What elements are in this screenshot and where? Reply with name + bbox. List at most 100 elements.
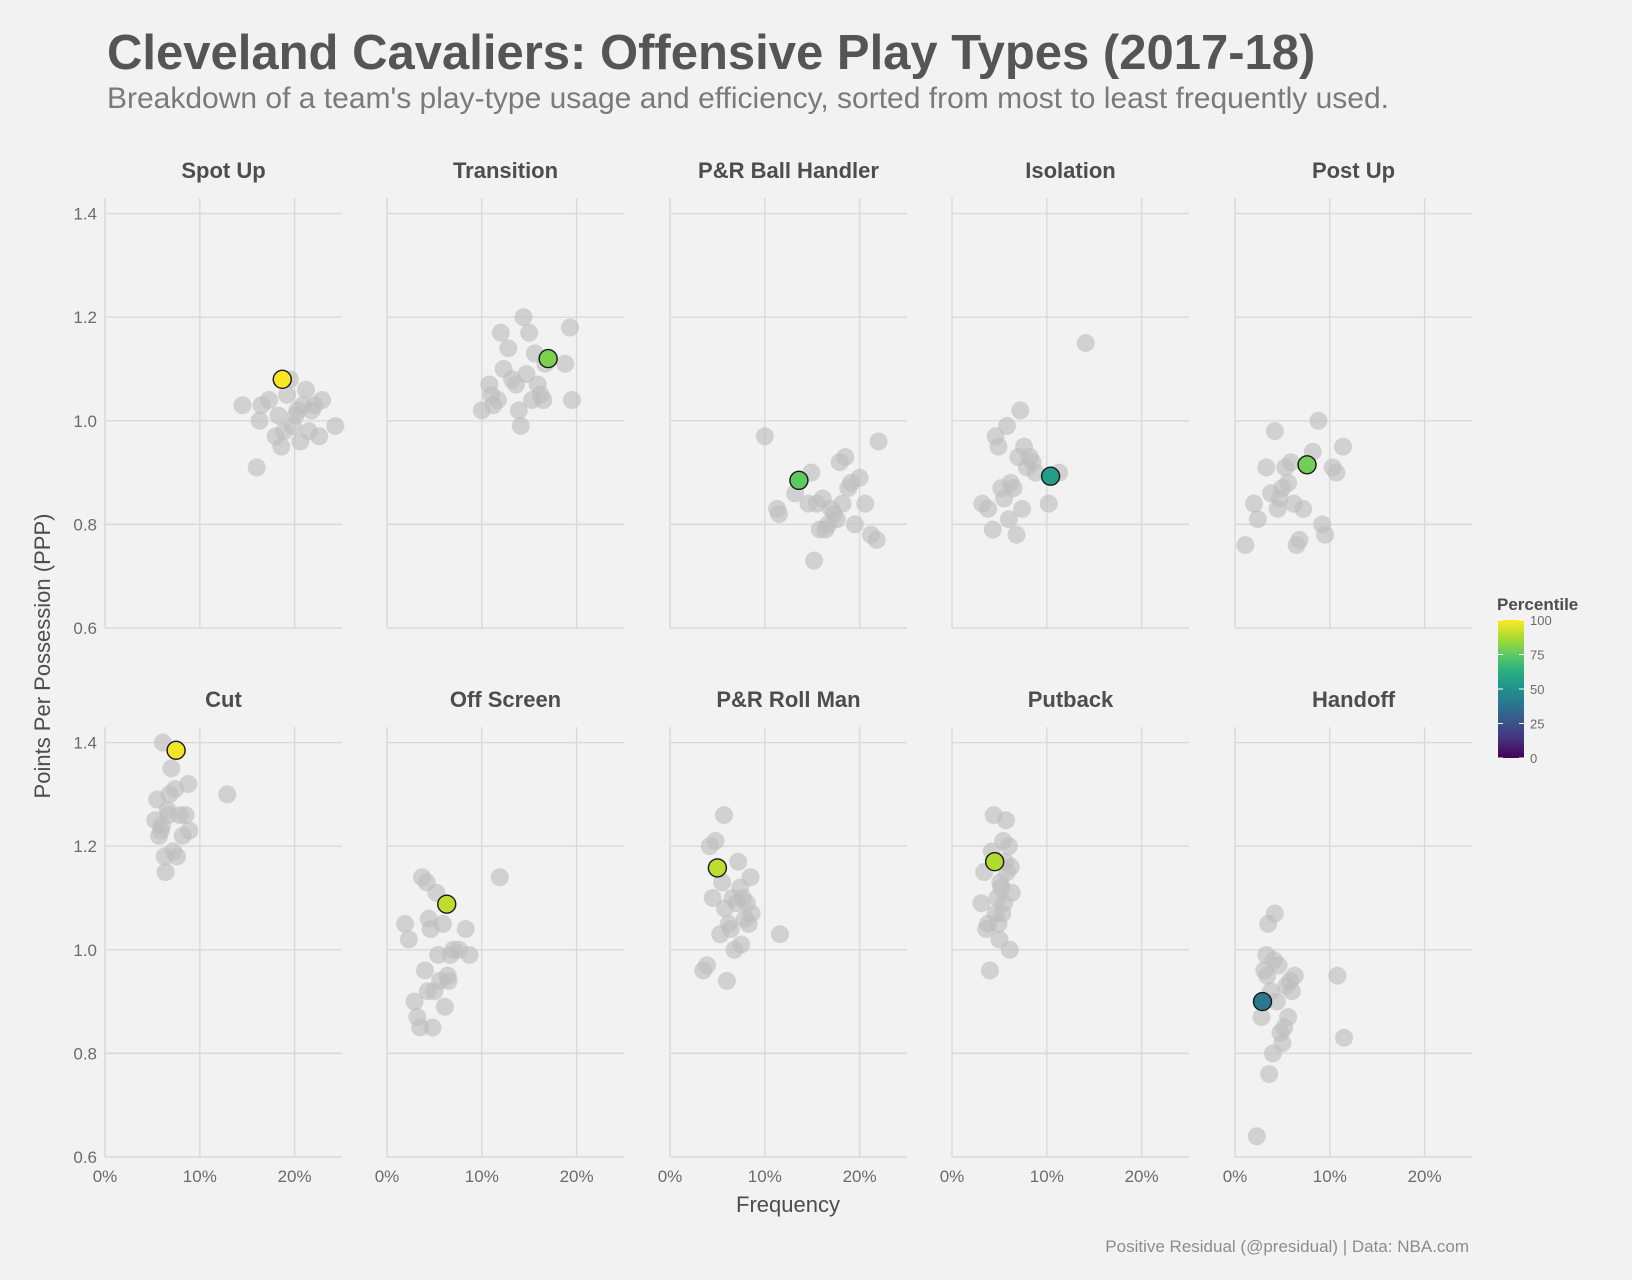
scatter-point-other-team <box>1013 499 1032 518</box>
scatter-point-other-team <box>296 380 315 399</box>
scatter-point-other-team <box>1007 525 1026 544</box>
scatter-point-other-team <box>980 961 999 980</box>
scatter-point-other-team <box>715 806 734 825</box>
scatter-point-other-team <box>1267 992 1286 1011</box>
scatter-point-other-team <box>741 868 760 887</box>
scatter-point-other-team <box>1076 334 1095 353</box>
legend-tick-label: 0 <box>1530 751 1537 766</box>
scatter-point-other-team <box>179 774 198 793</box>
scatter-point-other-team <box>180 821 199 840</box>
scatter-point-cavaliers <box>166 740 186 761</box>
x-tick-label: 10% <box>183 1167 217 1186</box>
x-tick-label: 0% <box>93 1167 118 1186</box>
scatter-point-other-team <box>176 806 195 825</box>
scatter-point-other-team <box>310 427 329 446</box>
scatter-point-cavaliers <box>707 858 728 878</box>
scatter-point-other-team <box>1294 499 1313 518</box>
panel-title: Putback <box>1028 687 1114 712</box>
scatter-point-other-team <box>488 391 507 410</box>
panel: P&R Roll Man 0% 10% 20% <box>658 687 907 1186</box>
scatter-point-other-team <box>1335 1028 1354 1047</box>
scatter-point-other-team <box>697 956 716 975</box>
scatter-point-other-team <box>1039 494 1058 513</box>
y-tick-label: 1.4 <box>73 734 97 753</box>
scatter-point-other-team <box>972 894 991 913</box>
scatter-point-other-team <box>770 505 789 524</box>
panel: Transition <box>386 158 624 629</box>
x-tick-label: 20% <box>843 1167 877 1186</box>
scatter-point-other-team <box>411 1018 430 1037</box>
scatter-point-other-team <box>490 868 509 887</box>
legend-tick-label: 100 <box>1530 613 1552 628</box>
scatter-point-other-team <box>1309 411 1328 430</box>
legend-tick-label: 25 <box>1530 717 1544 732</box>
panel: P&R Ball Handler <box>669 158 907 629</box>
y-tick-label: 1.0 <box>73 941 97 960</box>
scatter-point-other-team <box>509 401 528 420</box>
scatter-point-other-team <box>979 499 998 518</box>
scatter-point-other-team <box>1327 463 1346 482</box>
x-tick-label: 10% <box>1030 1167 1064 1186</box>
scatter-point-other-team <box>1001 857 1020 876</box>
panel-title: Off Screen <box>450 687 561 712</box>
scatter-point-other-team <box>827 510 846 529</box>
scatter-point-other-team <box>1279 1008 1298 1027</box>
scatter-point-other-team <box>999 837 1018 856</box>
y-tick-label: 1.2 <box>73 308 97 327</box>
scatter-point-other-team <box>867 530 886 549</box>
scatter-point-other-team <box>218 785 237 804</box>
scatter-point-other-team <box>326 416 345 435</box>
scatter-point-other-team <box>520 323 539 342</box>
scatter-point-other-team <box>405 992 424 1011</box>
scatter-point-other-team <box>272 437 291 456</box>
scatter-point-cavaliers <box>538 348 558 369</box>
x-tick-label: 10% <box>748 1167 782 1186</box>
x-tick-label: 0% <box>1223 1167 1248 1186</box>
scatter-point-other-team <box>1258 966 1277 985</box>
panel-title: Spot Up <box>181 158 265 183</box>
scatter-point-other-team <box>396 914 415 933</box>
scatter-point-other-team <box>1260 1065 1279 1084</box>
scatter-point-other-team <box>1252 1008 1271 1027</box>
scatter-point-other-team <box>1281 453 1300 472</box>
panel-title: Cut <box>205 687 242 712</box>
scatter-point-other-team <box>1265 904 1284 923</box>
x-tick-label: 0% <box>658 1167 683 1186</box>
scatter-point-other-team <box>1244 494 1263 513</box>
chart-caption: Positive Residual (@presidual) | Data: N… <box>1105 1237 1469 1256</box>
panel-title: Handoff <box>1312 687 1396 712</box>
scatter-point-other-team <box>418 982 437 1001</box>
scatter-point-cavaliers <box>437 894 457 914</box>
y-tick-label: 1.4 <box>73 205 97 224</box>
scatter-point-other-team <box>1316 525 1335 544</box>
scatter-point-other-team <box>1285 966 1304 985</box>
scatter-point-cavaliers <box>789 470 809 491</box>
scatter-point-other-team <box>856 494 875 513</box>
scatter-point-other-team <box>159 806 178 825</box>
legend-tick-label: 50 <box>1530 682 1544 697</box>
scatter-point-other-team <box>156 863 175 882</box>
scatter-point-other-team <box>278 385 297 404</box>
panel: Post Up <box>1234 158 1472 629</box>
scatter-point-other-team <box>850 468 869 487</box>
scatter-point-other-team <box>706 831 725 850</box>
panel-title: Post Up <box>1312 158 1395 183</box>
scatter-point-cavaliers <box>1297 455 1317 475</box>
chart-subtitle: Breakdown of a team's play-type usage an… <box>107 82 1389 115</box>
scatter-point-other-team <box>168 847 187 866</box>
x-axis-title: Frequency <box>736 1192 840 1217</box>
scatter-point-other-team <box>703 888 722 907</box>
x-tick-label: 20% <box>278 1167 312 1186</box>
scatter-point-other-team <box>729 852 748 871</box>
chart-title: Cleveland Cavaliers: Offensive Play Type… <box>107 26 1315 80</box>
scatter-point-other-team <box>415 961 434 980</box>
y-tick-label: 1.2 <box>73 837 97 856</box>
panel: Isolation <box>951 158 1189 629</box>
x-tick-label: 0% <box>940 1167 965 1186</box>
scatter-point-other-team <box>162 759 181 778</box>
panel-title: P&R Roll Man <box>716 687 860 712</box>
scatter-point-cavaliers <box>1252 991 1273 1012</box>
scatter-point-other-team <box>439 971 458 990</box>
scatter-point-other-team <box>1000 940 1019 959</box>
